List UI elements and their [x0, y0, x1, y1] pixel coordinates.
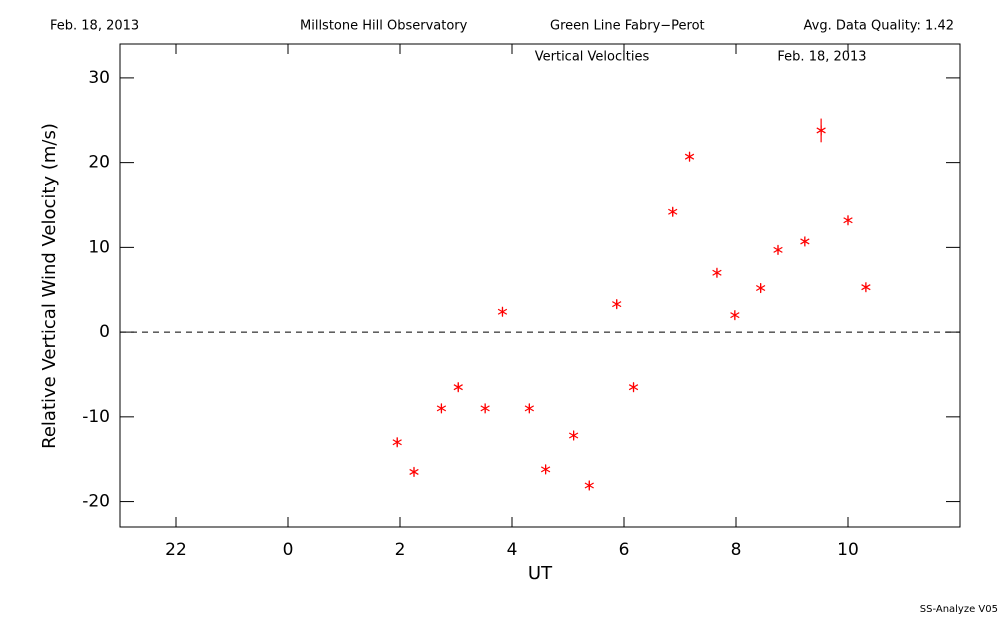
- header-date: Feb. 18, 2013: [50, 19, 139, 34]
- star-stroke: [480, 405, 490, 412]
- data-point: [816, 125, 826, 136]
- y-tick-label: 20: [88, 153, 110, 173]
- x-tick-label: 8: [731, 540, 742, 560]
- plot-frame: [119, 43, 961, 528]
- data-point: [668, 206, 678, 217]
- data-point: [730, 310, 740, 321]
- y-tick-label: 10: [88, 237, 110, 257]
- header-instrument: Green Line Fabry−Perot: [550, 19, 705, 34]
- footer: SS-Analyze V05: [920, 604, 998, 615]
- star-stroke: [712, 269, 722, 276]
- star-stroke: [612, 301, 622, 308]
- data-point: [409, 466, 419, 477]
- star-stroke: [568, 432, 579, 439]
- header-quality: Avg. Data Quality: 1.42: [804, 19, 954, 34]
- data-point: [497, 306, 508, 317]
- data-point: [392, 437, 402, 448]
- y-tick-label: -10: [82, 407, 110, 427]
- star-stroke: [684, 153, 695, 160]
- star-stroke: [800, 238, 810, 245]
- data-point: [453, 382, 463, 393]
- star-stroke: [584, 482, 594, 489]
- data-point: [755, 283, 766, 294]
- star-stroke: [497, 308, 508, 315]
- data-point: [436, 403, 447, 414]
- x-tick-label: 2: [395, 540, 406, 560]
- data-point: [684, 151, 695, 162]
- header-observatory: Millstone Hill Observatory: [300, 19, 468, 34]
- star-stroke: [668, 208, 678, 215]
- star-stroke: [861, 284, 871, 291]
- star-stroke: [755, 285, 766, 292]
- star-stroke: [524, 405, 535, 412]
- y-tick-label: -20: [82, 492, 110, 512]
- x-tick-label: 4: [507, 540, 518, 560]
- star-stroke: [436, 405, 447, 412]
- data-point: [524, 403, 535, 414]
- data-point: [612, 299, 622, 310]
- x-tick-label: 0: [283, 540, 294, 560]
- star-stroke: [730, 312, 740, 319]
- data-point: [773, 244, 783, 255]
- x-tick-label: 22: [165, 540, 187, 560]
- x-tick-label: 6: [619, 540, 630, 560]
- star-stroke: [409, 468, 419, 475]
- star-stroke: [843, 217, 853, 224]
- data-point: [628, 382, 639, 393]
- data-point: [861, 282, 871, 293]
- star-stroke: [453, 384, 463, 391]
- chart-subtitle: Feb. 18, 2013: [777, 50, 866, 65]
- y-tick-label: 30: [88, 68, 110, 88]
- data-point: [568, 430, 579, 441]
- data-point: [843, 215, 853, 226]
- chart-title: Vertical Velocities: [535, 50, 650, 65]
- data-point: [480, 403, 490, 414]
- star-stroke: [816, 127, 826, 134]
- y-axis-label: Relative Vertical Wind Velocity (m/s): [39, 123, 60, 449]
- y-tick-label: 0: [99, 322, 110, 342]
- x-tick-label: 10: [837, 540, 859, 560]
- x-axis-label: UT: [528, 563, 553, 584]
- data-point: [800, 236, 810, 247]
- star-stroke: [540, 466, 551, 473]
- star-stroke: [392, 439, 402, 446]
- star-stroke: [773, 246, 783, 253]
- data-point: [584, 480, 594, 491]
- star-stroke: [628, 384, 639, 391]
- data-point: [540, 464, 551, 475]
- data-point: [712, 267, 722, 278]
